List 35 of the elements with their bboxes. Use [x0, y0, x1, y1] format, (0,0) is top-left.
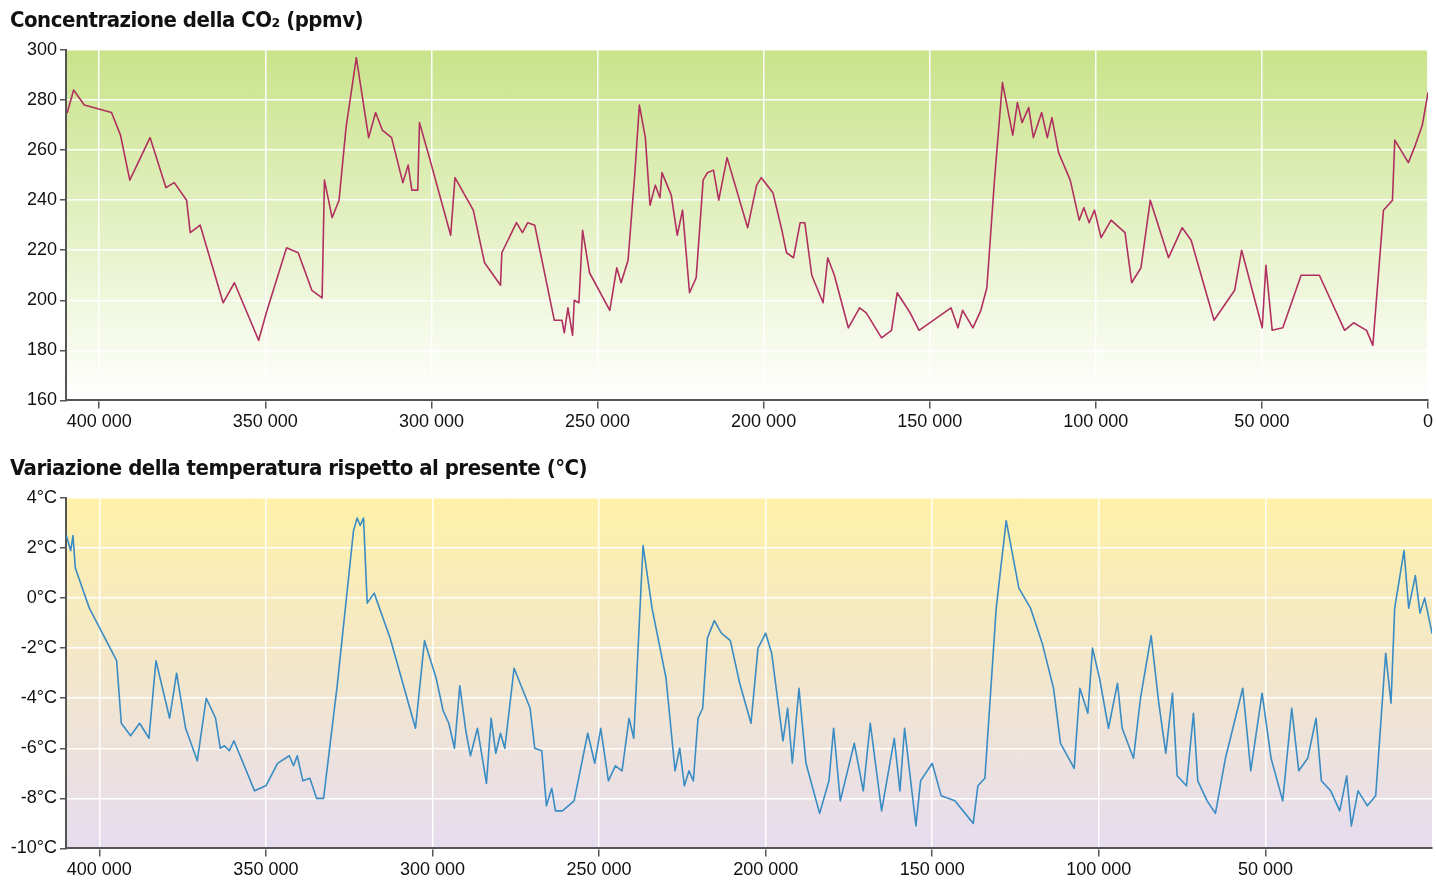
y-tick-label: 180: [26, 339, 57, 360]
y-tick-label: 0°C: [26, 587, 57, 608]
x-tick-label: 50 000: [1234, 411, 1290, 432]
y-tick-label: 2°C: [26, 537, 57, 558]
y-tick-label: 300: [26, 38, 57, 59]
chart-title: Variazione della temperatura rispetto al presente (°C): [9, 454, 589, 482]
x-tick-label: 350 000: [232, 411, 298, 432]
y-tick-label: -6°C: [20, 737, 57, 758]
y-tick-label: 160: [26, 389, 57, 410]
x-tick-label: 100 000: [1066, 859, 1132, 880]
y-tick-label: 240: [26, 189, 57, 210]
x-tick-label: 150 000: [899, 859, 965, 880]
y-tick-label: -4°C: [20, 687, 57, 708]
y-tick-label: 280: [26, 89, 57, 110]
y-tick-label: -2°C: [20, 637, 57, 658]
x-tick-label: 0: [1422, 411, 1433, 432]
x-tick-label: 200 000: [731, 411, 797, 432]
x-tick-label: 150 000: [897, 411, 963, 432]
y-tick-label: -10°C: [10, 837, 57, 858]
x-tick-label: 400 000: [66, 859, 132, 880]
y-tick-label: 200: [26, 289, 57, 310]
x-tick-label: 100 000: [1063, 411, 1129, 432]
x-tick-label: 350 000: [233, 859, 299, 880]
x-tick-label: 50 000: [1237, 859, 1293, 880]
x-tick-label: 300 000: [399, 859, 466, 880]
x-tick-label: 200 000: [733, 859, 799, 880]
y-tick-label: 260: [26, 139, 57, 160]
chart-title: Concentrazione della CO₂ (ppmv): [9, 6, 365, 34]
y-tick-label: 220: [26, 239, 57, 260]
x-tick-label: 250 000: [564, 411, 631, 432]
x-tick-label: 400 000: [66, 411, 132, 432]
x-tick-label: 250 000: [566, 859, 632, 880]
y-tick-label: -8°C: [20, 787, 57, 808]
x-tick-label: 300 000: [398, 411, 464, 432]
y-tick-label: 4°C: [26, 486, 57, 507]
